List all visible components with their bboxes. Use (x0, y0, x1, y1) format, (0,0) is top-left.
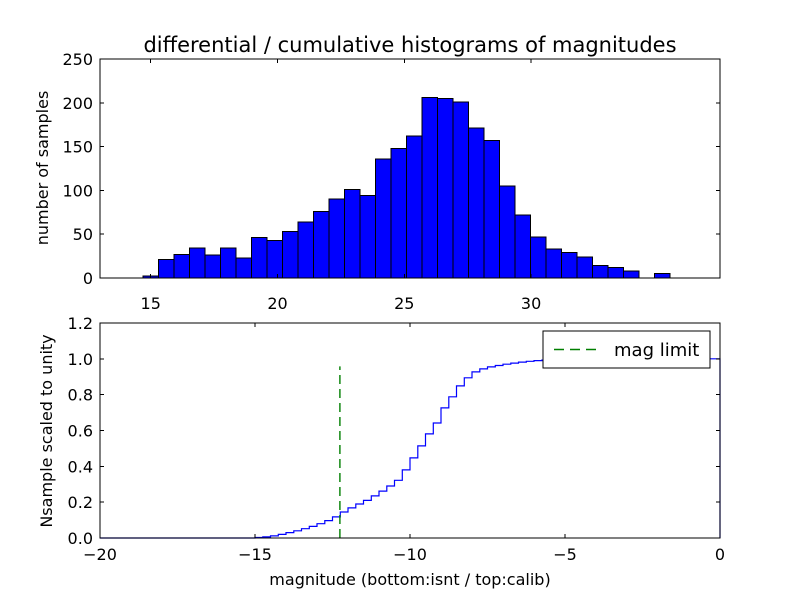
tick-label: 20 (267, 294, 287, 313)
tick-label: 200 (62, 94, 93, 113)
histogram-bar (251, 237, 268, 279)
tick-label: −10 (393, 545, 427, 564)
histogram-bar (607, 267, 624, 279)
tick-label: 50 (73, 225, 93, 244)
histogram-bar (452, 101, 469, 279)
histogram-bar (313, 210, 330, 279)
histogram-bar (576, 256, 593, 279)
tick-label: −5 (553, 545, 577, 564)
histogram-bar (483, 140, 500, 279)
tick-labels: 15 20 25 30 0 50 100 150 200 250 −20 −15 −10 −5 0 0.0 0.… (62, 50, 725, 564)
histogram-bar (591, 265, 609, 279)
histogram-bar (220, 247, 237, 279)
histogram-bar (359, 195, 376, 279)
tick-label: 1.0 (68, 350, 93, 369)
histogram-bar (344, 189, 361, 279)
histogram-bar (297, 221, 314, 279)
histogram-bar (390, 147, 407, 279)
histogram-bar (622, 270, 640, 279)
histogram-bar (499, 185, 516, 279)
axes-spines-and-ticks (99, 58, 721, 539)
tick-label: −15 (238, 545, 272, 564)
histogram-bar (266, 239, 284, 279)
tick-label: 0.6 (68, 422, 93, 441)
cumulative-step-path (100, 358, 721, 539)
tick-label: 30 (521, 294, 541, 313)
histogram-bar (173, 253, 191, 279)
histogram-bar (375, 158, 392, 279)
chart-title: differential / cumulative histograms of … (143, 33, 676, 57)
histogram-bar (235, 257, 253, 279)
tick-label: 15 (141, 294, 161, 313)
tick-label: −20 (83, 545, 117, 564)
bottom-y-axis-label: Nsample scaled to unity (37, 334, 56, 527)
tick-label: 0.0 (68, 529, 93, 548)
tick-label: 0 (715, 545, 725, 564)
top-histogram (142, 97, 671, 279)
cumulative-curve (100, 358, 721, 539)
histogram-bar (282, 231, 299, 279)
tick-label: 150 (62, 138, 93, 157)
tick-label: 0.8 (68, 386, 93, 405)
histogram-bar (406, 135, 423, 279)
tick-label: 25 (394, 294, 414, 313)
histogram-bar (545, 248, 562, 279)
tick-label: 0.2 (68, 493, 93, 512)
bottom-x-axis-label: magnitude (bottom:isnt / top:calib) (269, 570, 550, 589)
legend-label: mag limit (614, 340, 699, 361)
tick-label: 250 (62, 50, 93, 69)
histogram-bar (560, 252, 578, 279)
tick-label: 0.4 (68, 457, 93, 476)
histogram-bar (437, 97, 454, 279)
histogram-bar (653, 273, 671, 279)
histogram-bar (529, 236, 547, 279)
axes-spine (99, 58, 721, 279)
tick-label: 0 (83, 269, 93, 288)
histogram-bar (189, 247, 206, 279)
legend: mag limit (542, 330, 711, 369)
histogram-bar (328, 198, 345, 279)
histogram-bar (204, 254, 222, 279)
tick-label: 100 (62, 181, 93, 200)
histogram-bar (514, 214, 531, 279)
top-y-axis-label: number of samples (33, 91, 52, 246)
histogram-bar (468, 127, 485, 279)
tick-label: 1.2 (68, 314, 93, 333)
histogram-bar (158, 259, 175, 279)
histogram-bar (421, 97, 438, 279)
